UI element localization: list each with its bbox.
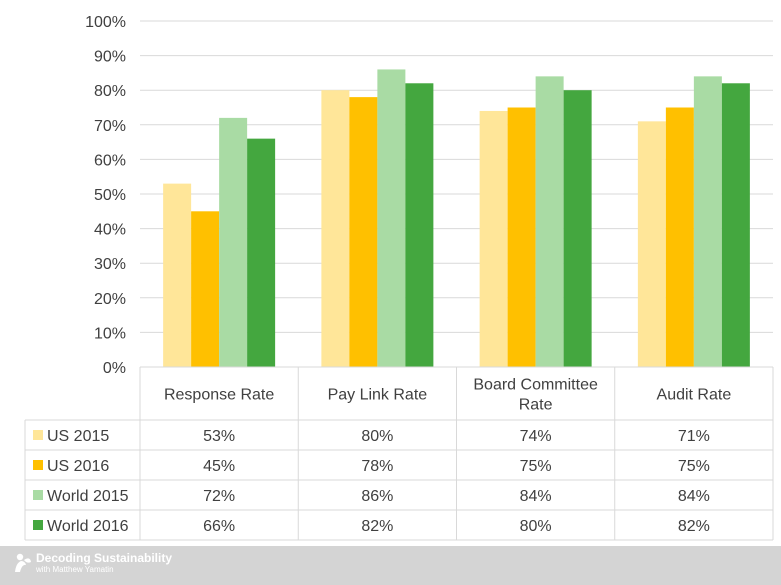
y-tick-label: 90% <box>94 49 126 66</box>
bar <box>563 90 592 367</box>
data-table: Response Rate Pay Link Rate Board Committe… <box>24 366 774 541</box>
bar <box>405 83 434 367</box>
bar <box>693 76 722 368</box>
bar <box>507 107 536 367</box>
y-tick-label: 70% <box>94 118 126 135</box>
bar <box>637 121 666 367</box>
y-tick-label: 80% <box>94 83 126 100</box>
data-label: 82% <box>678 518 710 535</box>
data-label: 66% <box>203 518 235 535</box>
category-label: Audit Rate <box>657 387 732 404</box>
data-label: 74% <box>520 428 552 445</box>
series-name: World 2016 <box>47 518 129 535</box>
y-tick-label: 30% <box>94 256 126 273</box>
category-label: Pay Link Rate <box>328 387 428 404</box>
category-label: Board Committee Rate <box>473 377 598 414</box>
data-label: 45% <box>203 458 235 475</box>
y-tick-label: 20% <box>94 291 126 308</box>
bar <box>665 107 694 367</box>
y-axis: 0% 10% 20% 30% 40% 50% 60% 70% 80% 90% 100% <box>85 14 126 377</box>
legend-key <box>33 520 43 530</box>
data-label: 53% <box>203 428 235 445</box>
brand-logo: Decoding Sustainability with Matthew Yam… <box>12 552 172 574</box>
bars <box>163 69 750 368</box>
y-tick-label: 10% <box>94 325 126 342</box>
legend-key <box>33 460 43 470</box>
data-label: 86% <box>361 488 393 505</box>
legend-key <box>33 430 43 440</box>
bar-chart: 0% 10% 20% 30% 40% 50% 60% 70% 80% 90% 100% Respon… <box>24 14 774 541</box>
footer-bar: Decoding Sustainability with Matthew Yam… <box>0 546 781 585</box>
bar <box>479 110 508 368</box>
y-tick-label: 40% <box>94 222 126 239</box>
bar <box>219 117 248 367</box>
brand-subtitle: with Matthew Yamatin <box>36 565 114 574</box>
bar <box>163 183 192 367</box>
y-tick-label: 100% <box>85 14 126 31</box>
bar <box>349 97 378 368</box>
data-label: 80% <box>361 428 393 445</box>
category-label: Response Rate <box>164 387 274 404</box>
data-label: 71% <box>678 428 710 445</box>
bar <box>321 90 350 367</box>
bar <box>535 76 564 368</box>
brand-title: Decoding Sustainability <box>36 551 173 565</box>
y-tick-label: 60% <box>94 152 126 169</box>
data-label: 84% <box>520 488 552 505</box>
bar <box>247 138 276 367</box>
bar <box>191 211 220 367</box>
bar <box>721 83 750 367</box>
leaf-person-icon <box>15 553 31 572</box>
data-label: 82% <box>361 518 393 535</box>
series-name: US 2016 <box>47 458 109 475</box>
bar <box>377 69 406 367</box>
data-label: 75% <box>520 458 552 475</box>
y-tick-label: 0% <box>103 360 126 377</box>
data-label: 75% <box>678 458 710 475</box>
data-label: 84% <box>678 488 710 505</box>
series-name: World 2015 <box>47 488 129 505</box>
data-label: 78% <box>361 458 393 475</box>
y-tick-label: 50% <box>94 187 126 204</box>
data-label: 80% <box>520 518 552 535</box>
legend-key <box>33 490 43 500</box>
series-name: US 2015 <box>47 428 109 445</box>
data-label: 72% <box>203 488 235 505</box>
